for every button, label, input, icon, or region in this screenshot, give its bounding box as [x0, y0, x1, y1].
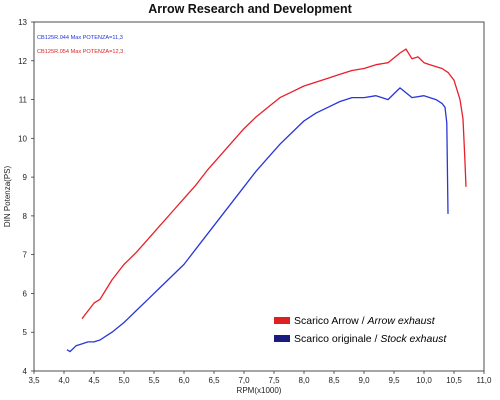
- y-tick-label: 12: [18, 57, 27, 66]
- legend-swatch-arrow: [274, 317, 290, 324]
- x-tick-label: 9,0: [358, 376, 370, 385]
- series-line-stock: [66, 87, 449, 353]
- y-tick-label: 10: [18, 134, 27, 143]
- series-line-arrow: [81, 48, 467, 320]
- x-tick-label: 7,5: [268, 376, 280, 385]
- plot-frame: [33, 21, 485, 372]
- y-tick-label: 13: [18, 18, 27, 27]
- y-tick-label: 5: [23, 328, 28, 337]
- x-tick-label: 4,0: [58, 376, 70, 385]
- x-tick-label: 6,0: [178, 376, 190, 385]
- x-tick-label: 10,0: [416, 376, 432, 385]
- y-tick-label: 8: [23, 212, 28, 221]
- x-tick-label: 8,5: [328, 376, 340, 385]
- x-tick-label: 6,5: [208, 376, 220, 385]
- x-tick-label: 5,5: [148, 376, 160, 385]
- legend: Scarico Arrow / Arrow exhaust Scarico or…: [274, 315, 447, 345]
- y-axis: 4 5 6 7 8 9 10 11 12 13: [18, 18, 34, 376]
- annotation-stock-max-power: CB125R.044 Max POTENZA=11,3: [37, 35, 123, 41]
- y-tick-label: 11: [19, 96, 28, 105]
- x-tick-label: 7,0: [238, 376, 250, 385]
- y-tick-label: 4: [23, 367, 28, 376]
- x-tick-label: 11,0: [477, 376, 493, 385]
- x-tick-label: 5,0: [118, 376, 130, 385]
- x-tick-label: 3,5: [28, 376, 40, 385]
- chart-title: Arrow Research and Development: [148, 2, 352, 16]
- legend-entry-arrow: Scarico Arrow / Arrow exhaust: [294, 315, 436, 327]
- legend-entry-stock: Scarico originale / Stock exhaust: [294, 333, 447, 345]
- x-tick-label: 4,5: [88, 376, 100, 385]
- y-tick-label: 7: [23, 251, 28, 260]
- x-tick-label: 8,0: [298, 376, 310, 385]
- legend-entry-stock-normal: Scarico originale /: [294, 333, 380, 345]
- x-tick-label: 9,5: [388, 376, 400, 385]
- x-axis: 3,5 4,0 4,5 5,0 5,5 6,0 6,5 7,0 7,5 8,0 8,5 9,0 9,5 1…: [28, 371, 492, 385]
- legend-entry-arrow-normal: Scarico Arrow /: [294, 315, 368, 327]
- y-tick-label: 9: [23, 173, 28, 182]
- y-tick-label: 6: [23, 289, 28, 298]
- legend-entry-arrow-italic: Arrow exhaust: [367, 315, 436, 327]
- series-layer: [66, 48, 467, 353]
- legend-swatch-stock: [274, 335, 290, 342]
- annotation-arrow-max-power: CB125R.054 Max POTENZA=12,3: [37, 49, 123, 55]
- x-axis-label: RPM(x1000): [237, 386, 282, 395]
- legend-entry-stock-italic: Stock exhaust: [380, 333, 447, 345]
- x-tick-label: 10,5: [446, 376, 462, 385]
- y-axis-label: DIN Potenza(PS): [3, 165, 12, 227]
